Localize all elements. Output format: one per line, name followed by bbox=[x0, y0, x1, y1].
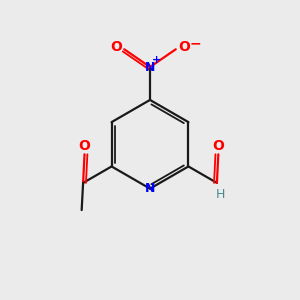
Text: O: O bbox=[178, 40, 190, 54]
Text: O: O bbox=[79, 139, 91, 153]
Text: N: N bbox=[145, 61, 155, 74]
Text: N: N bbox=[145, 182, 155, 195]
Text: −: − bbox=[189, 37, 201, 51]
Text: H: H bbox=[216, 188, 225, 201]
Text: +: + bbox=[152, 55, 161, 65]
Text: O: O bbox=[110, 40, 122, 54]
Text: O: O bbox=[212, 139, 224, 153]
